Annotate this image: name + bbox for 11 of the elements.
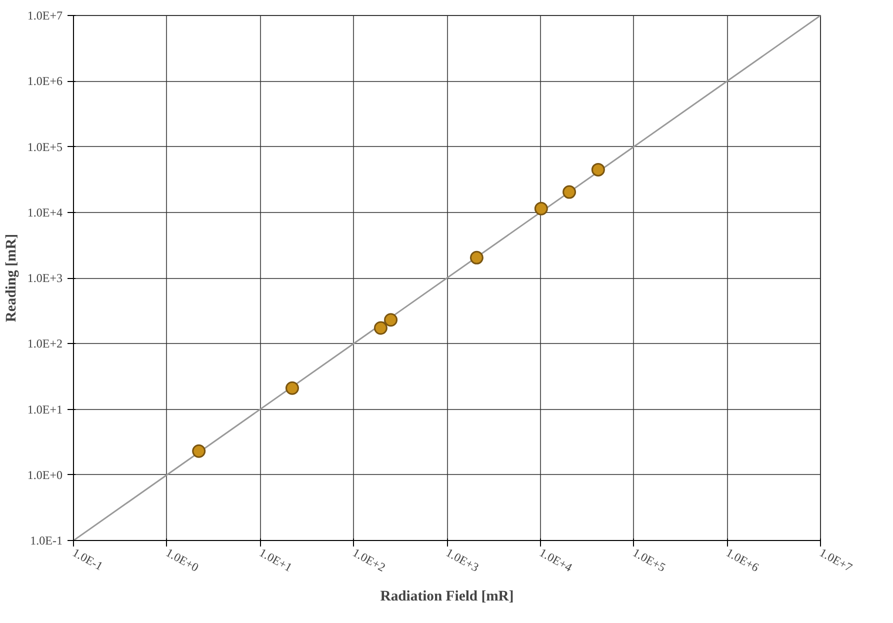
x-axis-title: Radiation Field [mR] (380, 588, 514, 605)
y-tick-label: 1.0E+5 (27, 140, 63, 154)
y-tick-label: 1.0E-1 (30, 534, 62, 548)
y-tick-label: 1.0E+6 (27, 74, 63, 88)
y-tick-label: 1.0E+0 (27, 468, 63, 482)
y-tick-label: 1.0E+1 (27, 402, 63, 416)
y-tick-label: 1.0E+2 (27, 336, 63, 351)
y-axis-title: Reading [mR] (3, 234, 20, 322)
y-tick-label: 1.0E+7 (27, 8, 63, 22)
y-tick-label: 1.0E+4 (27, 205, 63, 220)
y-tick-label: 1.0E+3 (27, 271, 63, 285)
